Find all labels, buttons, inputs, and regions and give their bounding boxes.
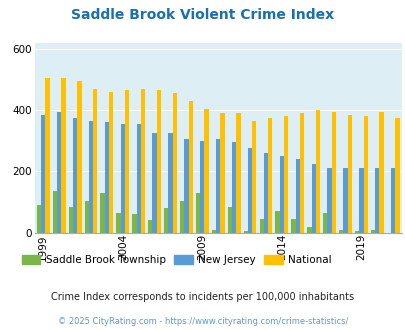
Bar	[125, 90, 129, 233]
Bar	[45, 78, 49, 233]
Bar	[370, 230, 374, 233]
Bar	[295, 159, 299, 233]
Bar	[93, 89, 97, 233]
Bar	[247, 148, 252, 233]
Bar	[227, 207, 231, 233]
Bar	[338, 230, 343, 233]
Bar	[73, 118, 77, 233]
Text: Saddle Brook Violent Crime Index: Saddle Brook Violent Crime Index	[71, 8, 334, 22]
Bar	[37, 205, 41, 233]
Bar	[168, 133, 172, 233]
Bar	[109, 92, 113, 233]
Bar	[57, 112, 61, 233]
Bar	[204, 109, 208, 233]
Bar	[184, 139, 188, 233]
Bar	[132, 214, 136, 233]
Bar	[390, 168, 394, 233]
Bar	[307, 226, 311, 233]
Bar	[156, 90, 161, 233]
Bar	[315, 110, 319, 233]
Bar	[275, 211, 279, 233]
Bar	[188, 101, 192, 233]
Bar	[77, 81, 81, 233]
Bar	[136, 124, 141, 233]
Bar	[164, 208, 168, 233]
Bar	[299, 113, 303, 233]
Bar	[116, 213, 120, 233]
Bar	[61, 78, 66, 233]
Bar	[362, 116, 367, 233]
Bar	[279, 156, 283, 233]
Text: © 2025 CityRating.com - https://www.cityrating.com/crime-statistics/: © 2025 CityRating.com - https://www.city…	[58, 317, 347, 326]
Bar	[331, 112, 335, 233]
Bar	[267, 118, 272, 233]
Bar	[120, 124, 125, 233]
Bar	[41, 115, 45, 233]
Bar	[100, 193, 104, 233]
Bar	[283, 116, 288, 233]
Bar	[291, 219, 295, 233]
Bar	[347, 115, 351, 233]
Bar	[179, 201, 184, 233]
Legend: Saddle Brook Township, New Jersey, National: Saddle Brook Township, New Jersey, Natio…	[17, 251, 335, 269]
Bar	[236, 113, 240, 233]
Bar	[358, 168, 362, 233]
Bar	[148, 220, 152, 233]
Bar	[104, 122, 109, 233]
Bar	[243, 231, 247, 233]
Bar	[322, 213, 326, 233]
Bar	[231, 142, 236, 233]
Bar	[220, 113, 224, 233]
Bar	[141, 89, 145, 233]
Bar	[68, 207, 73, 233]
Bar	[374, 168, 379, 233]
Bar	[215, 139, 220, 233]
Bar	[379, 112, 383, 233]
Bar	[259, 219, 263, 233]
Bar	[53, 191, 57, 233]
Bar	[84, 201, 89, 233]
Bar	[200, 141, 204, 233]
Bar	[89, 121, 93, 233]
Bar	[263, 153, 267, 233]
Text: Crime Index corresponds to incidents per 100,000 inhabitants: Crime Index corresponds to incidents per…	[51, 292, 354, 302]
Bar	[211, 230, 215, 233]
Bar	[326, 168, 331, 233]
Bar	[252, 121, 256, 233]
Bar	[152, 133, 156, 233]
Bar	[354, 231, 358, 233]
Bar	[195, 193, 200, 233]
Bar	[172, 93, 177, 233]
Bar	[394, 118, 399, 233]
Bar	[311, 164, 315, 233]
Bar	[343, 168, 347, 233]
